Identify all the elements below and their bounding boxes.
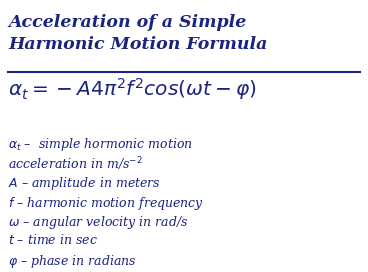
Text: $\omega$ – angular velocity in rad/s: $\omega$ – angular velocity in rad/s — [8, 214, 188, 231]
Text: $\alpha_t =  -A4\pi^2 f^2 cos(\omega t - \varphi)$: $\alpha_t = -A4\pi^2 f^2 cos(\omega t - … — [8, 76, 256, 102]
Text: $A$ – amplitude in meters: $A$ – amplitude in meters — [8, 175, 161, 192]
Text: $t$ – time in sec: $t$ – time in sec — [8, 233, 98, 248]
Text: $\alpha_t$ –  simple hormonic motion: $\alpha_t$ – simple hormonic motion — [8, 136, 193, 153]
Text: acceleration in m/s$^{-2}$: acceleration in m/s$^{-2}$ — [8, 156, 143, 173]
Text: Acceleration of a Simple: Acceleration of a Simple — [8, 14, 246, 31]
Text: Harmonic Motion Formula: Harmonic Motion Formula — [8, 36, 268, 53]
Text: $f$ – harmonic motion frequency: $f$ – harmonic motion frequency — [8, 194, 204, 212]
Text: $\varphi$ – phase in radians: $\varphi$ – phase in radians — [8, 253, 137, 270]
